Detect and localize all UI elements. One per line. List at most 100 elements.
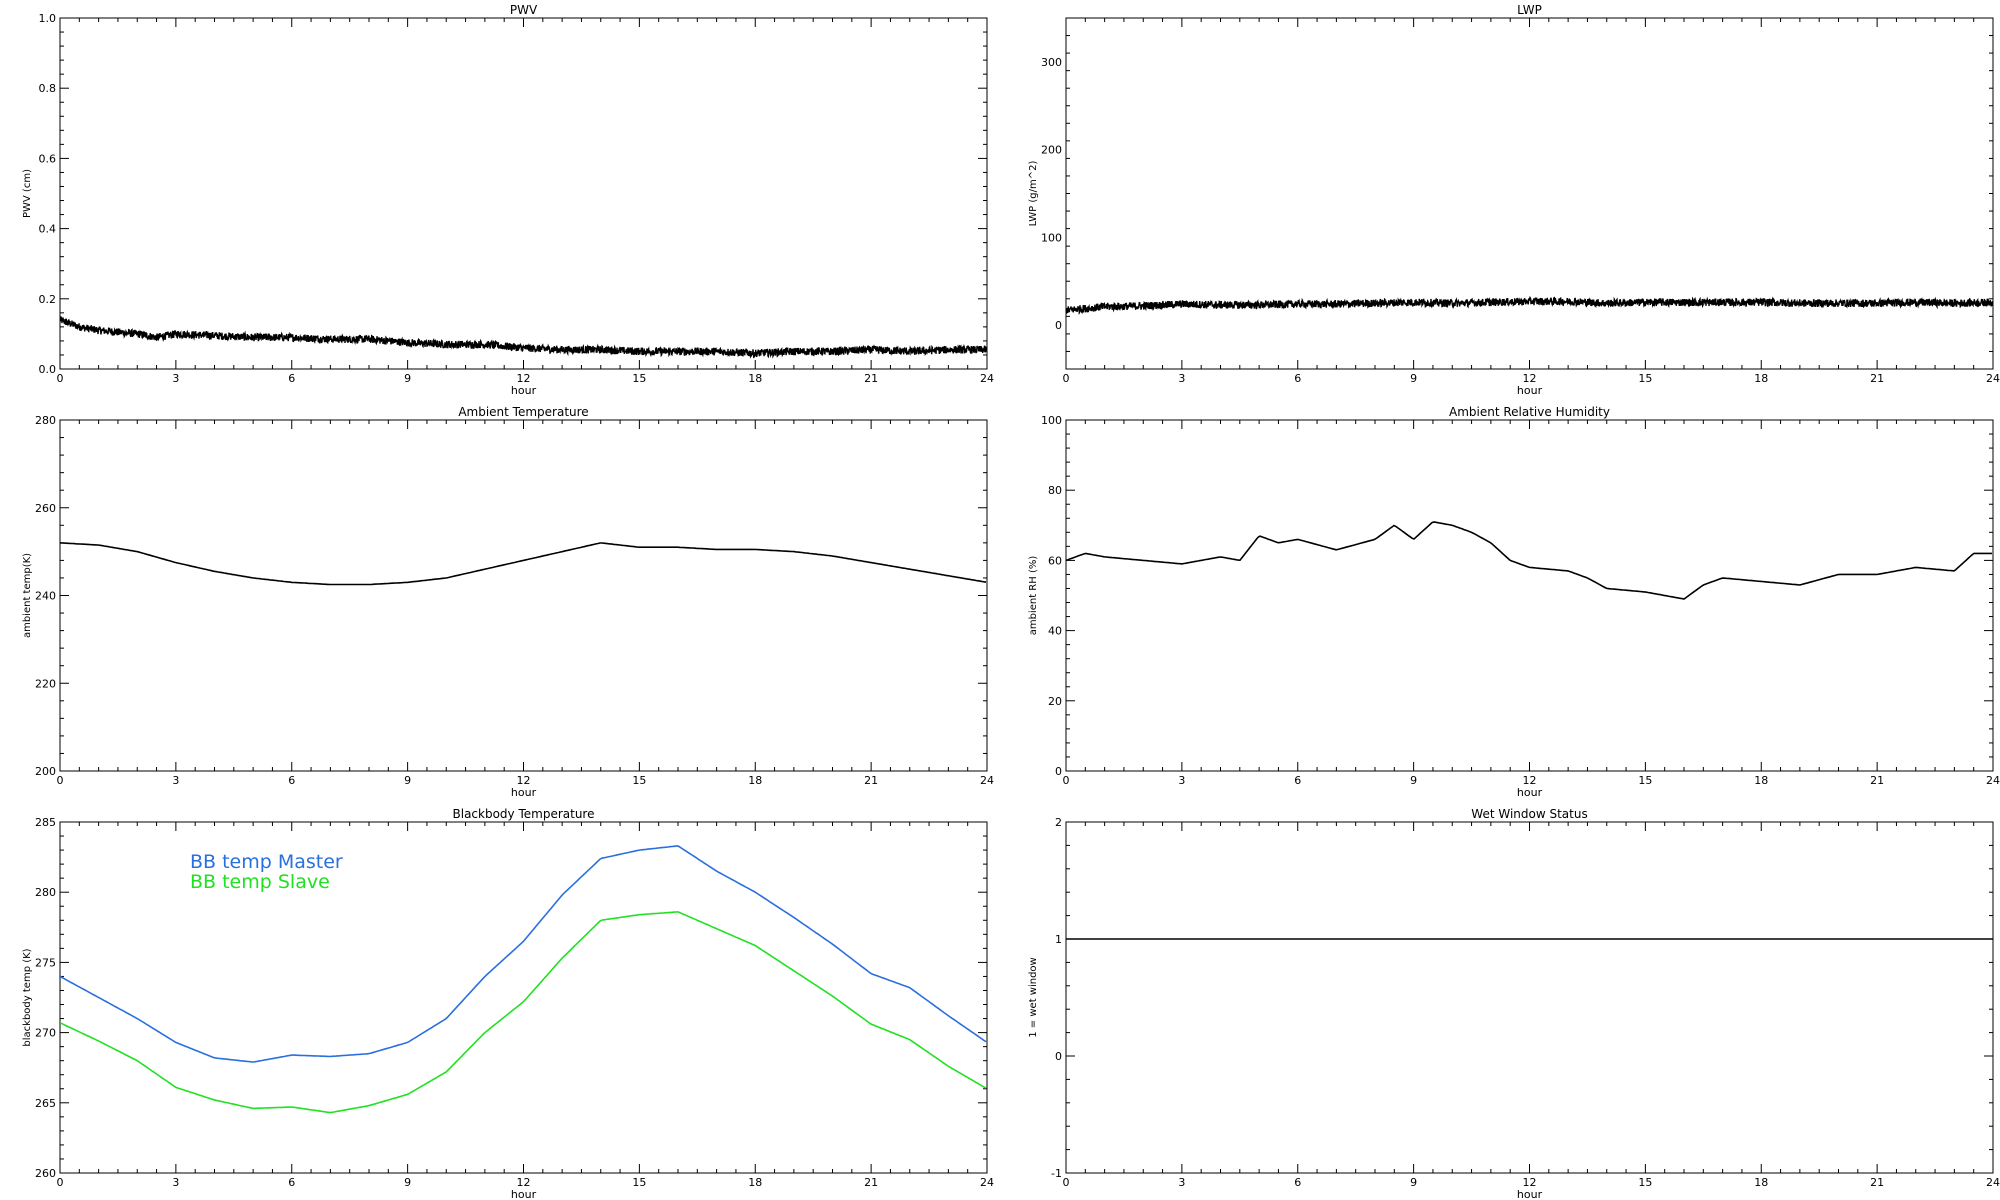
series-line <box>1066 521 1992 600</box>
chart-panel-bb-temp: Blackbody Temperature 0 3 6 9 12 15 18 21 24 hour 2… <box>22 807 994 1200</box>
x-axis-label: hour <box>1517 786 1543 799</box>
y-tick-label: 300 <box>1041 56 1062 69</box>
chart-title: PWV <box>510 3 538 17</box>
x-tick-label: 12 <box>1523 1176 1537 1189</box>
x-tick-label: 21 <box>864 774 878 787</box>
chart-panel-ambient-rh: Ambient Relative Humidity 0 3 6 9 12 15 18 21 24 h… <box>1028 405 2000 799</box>
series-line <box>60 542 987 586</box>
x-tick-label: 6 <box>1294 1176 1301 1189</box>
x-tick-label: 24 <box>980 372 994 385</box>
x-axis-label: hour <box>1517 384 1543 397</box>
x-tick-label: 18 <box>1754 774 1768 787</box>
y-axis-label: LWP (g/m^2) <box>1028 161 1039 227</box>
x-tick-label: 3 <box>1178 774 1185 787</box>
plot-frame <box>59 17 988 370</box>
x-tick-label: 15 <box>632 774 646 787</box>
y-tick-label: -1 <box>1051 1167 1062 1180</box>
x-tick-label: 18 <box>748 774 762 787</box>
plot-frame <box>1065 419 1994 772</box>
y-tick-label: 270 <box>35 1027 56 1040</box>
y-axis-label: blackbody temp (K) <box>22 948 33 1046</box>
y-tick-label: 220 <box>35 677 56 690</box>
x-tick-label: 9 <box>1410 774 1417 787</box>
chart-panel-pwv: PWV 0 3 6 9 12 15 18 21 24 hour 0.0 0.2 0.4 0.6 0.8 1.0 P… <box>22 3 994 397</box>
y-tick-label: 240 <box>35 590 56 603</box>
x-tick-label: 3 <box>172 774 179 787</box>
x-tick-label: 6 <box>1294 774 1301 787</box>
chart-title: LWP <box>1517 3 1542 17</box>
y-axis-label: PWV (cm) <box>22 169 33 218</box>
x-tick-label: 6 <box>288 774 295 787</box>
x-tick-label: 24 <box>1986 774 2000 787</box>
x-tick-label: 15 <box>632 372 646 385</box>
x-tick-label: 15 <box>1638 1176 1652 1189</box>
x-tick-label: 12 <box>1523 372 1537 385</box>
x-tick-label: 3 <box>172 372 179 385</box>
plot-frame <box>1065 17 1994 370</box>
x-tick-label: 15 <box>632 1176 646 1189</box>
x-tick-label: 15 <box>1638 774 1652 787</box>
x-axis-label: hour <box>511 384 537 397</box>
x-tick-label: 0 <box>1063 774 1070 787</box>
y-tick-label: 0.8 <box>39 82 57 95</box>
x-tick-label: 0 <box>57 1176 64 1189</box>
x-tick-label: 21 <box>864 1176 878 1189</box>
chart-panel-lwp: LWP 0 3 6 9 12 15 18 21 24 hour 0 100 200 300 LWP (g/m^… <box>1028 3 2000 397</box>
x-tick-label: 18 <box>1754 1176 1768 1189</box>
x-tick-label: 21 <box>864 372 878 385</box>
chart-title: Blackbody Temperature <box>453 807 595 821</box>
series-line <box>1066 295 1993 316</box>
y-tick-label: 275 <box>35 956 56 969</box>
y-tick-label: 100 <box>1041 231 1062 244</box>
y-tick-label: 280 <box>35 414 56 427</box>
x-tick-label: 3 <box>1178 1176 1185 1189</box>
plot-frame <box>59 419 988 772</box>
x-tick-label: 18 <box>748 1176 762 1189</box>
y-tick-label: 285 <box>35 816 56 829</box>
chart-title: Ambient Temperature <box>458 405 588 419</box>
y-tick-label: 260 <box>35 1167 56 1180</box>
x-tick-label: 12 <box>517 1176 531 1189</box>
x-tick-label: 21 <box>1870 774 1884 787</box>
y-axis-label: ambient RH (%) <box>1028 556 1039 636</box>
x-tick-label: 21 <box>1870 372 1884 385</box>
y-tick-label: 1 <box>1055 933 1062 946</box>
x-tick-label: 9 <box>1410 372 1417 385</box>
chart-panel-ambient-temp: Ambient Temperature 0 3 6 9 12 15 18 21 24 hour 200… <box>22 405 994 799</box>
x-tick-label: 12 <box>517 774 531 787</box>
x-tick-label: 0 <box>1063 1176 1070 1189</box>
y-tick-label: 260 <box>35 502 56 515</box>
chart-title: Ambient Relative Humidity <box>1449 405 1610 419</box>
x-tick-label: 18 <box>1754 372 1768 385</box>
x-axis-label: hour <box>511 1188 537 1200</box>
y-tick-label: 20 <box>1048 695 1062 708</box>
y-tick-label: 60 <box>1048 554 1062 567</box>
x-tick-label: 9 <box>1410 1176 1417 1189</box>
legend-entry: BB temp Slave <box>190 871 330 893</box>
series-line-bb-temp-slave <box>60 911 987 1114</box>
y-tick-label: 200 <box>35 765 56 778</box>
x-axis-label: hour <box>1517 1188 1543 1200</box>
x-tick-label: 9 <box>404 1176 411 1189</box>
y-tick-label: 1.0 <box>39 12 57 25</box>
series-line-bb-temp-master <box>60 845 987 1063</box>
x-tick-label: 9 <box>404 372 411 385</box>
y-tick-label: 0.6 <box>39 152 57 165</box>
y-tick-label: 0 <box>1055 1050 1062 1063</box>
x-tick-label: 24 <box>1986 1176 2000 1189</box>
y-tick-label: 200 <box>1041 144 1062 157</box>
x-tick-label: 3 <box>1178 372 1185 385</box>
y-tick-label: 0 <box>1055 765 1062 778</box>
x-tick-label: 15 <box>1638 372 1652 385</box>
y-tick-label: 0.2 <box>39 293 57 306</box>
x-tick-label: 24 <box>980 774 994 787</box>
y-tick-label: 265 <box>35 1097 56 1110</box>
y-tick-label: 0.0 <box>39 363 57 376</box>
x-tick-label: 6 <box>288 372 295 385</box>
x-tick-label: 6 <box>1294 372 1301 385</box>
x-tick-label: 12 <box>517 372 531 385</box>
x-tick-label: 6 <box>288 1176 295 1189</box>
x-axis-label: hour <box>511 786 537 799</box>
legend-entry: BB temp Master <box>190 851 343 873</box>
